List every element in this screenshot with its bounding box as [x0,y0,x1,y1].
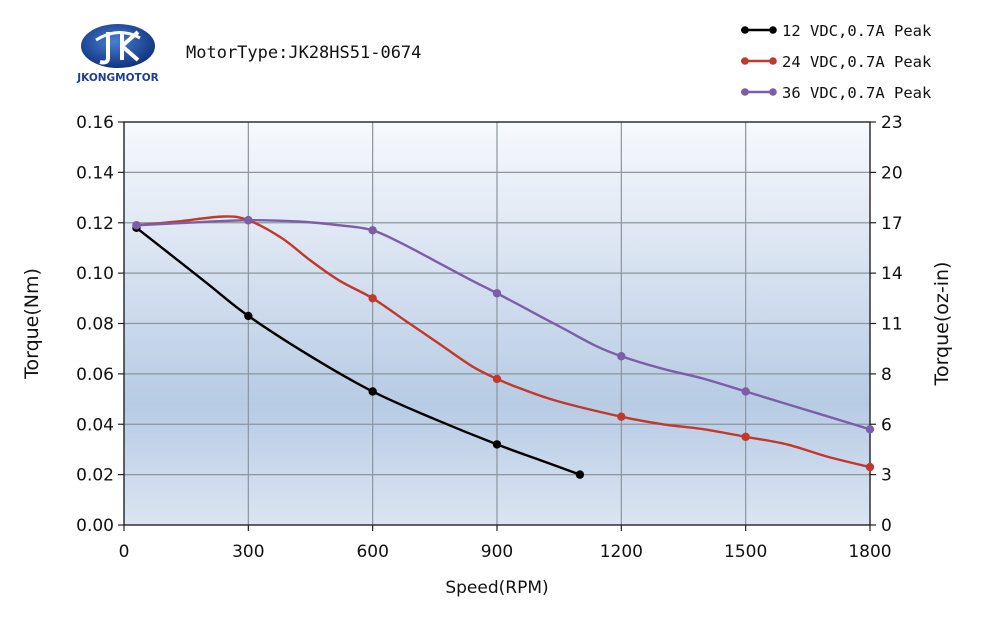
data-point [492,289,502,298]
x-tick-label: 300 [232,542,264,562]
y-tick-label: 0.04 [76,415,114,435]
data-point [617,352,626,361]
legend: 12 VDC,0.7A Peak 24 VDC,0.7A Peak 36 VDC,0… [741,22,932,102]
y-tick-label: 0.12 [76,214,114,234]
data-point [368,294,377,303]
y-tick-label: 0.10 [76,264,114,284]
y2-tick-label: 3 [881,466,892,486]
series-line [136,215,871,469]
plot-frame [123,121,871,526]
legend-marker [769,88,777,96]
data-point [865,425,875,434]
data-point [492,440,502,449]
y-tick-label: 0.08 [76,315,114,335]
legend-item-1: 12 VDC,0.7A Peak [741,22,932,40]
y2-tick-label: 8 [881,365,892,385]
x-tick-label: 900 [481,542,513,562]
data-point [244,216,253,225]
series-layer [132,215,875,479]
y-tick-label: 0.02 [76,466,114,486]
legend-label: 36 VDC,0.7A Peak [782,84,932,102]
x-tick-label: 1500 [724,542,767,562]
data-point [741,387,750,396]
legend-label: 12 VDC,0.7A Peak [782,22,932,40]
logo-text: JKONGMOTOR [76,72,158,84]
legend-marker [769,26,777,34]
data-point [244,311,253,321]
y2-axis-label: Torque(oz-in) [931,262,953,387]
x-tick-label: 0 [119,542,130,562]
series-line [135,226,581,476]
brand-logo: JKONGMOTOR [76,24,159,84]
y2-tick-label: 23 [881,113,903,133]
data-point [368,387,377,396]
page-title: MotorType:JK28HS51-0674 [186,43,421,63]
y2-tick-label: 11 [881,315,903,335]
legend-marker [769,57,777,65]
y2-tick-label: 0 [881,516,892,536]
x-tick-label: 600 [356,542,388,562]
logo-emblem-icon [81,24,155,68]
y-tick-label: 0.14 [76,163,114,183]
y2-tick-label: 20 [881,163,903,183]
legend-label: 24 VDC,0.7A Peak [782,53,932,71]
y2-tick-label: 14 [881,264,903,284]
legend-marker [741,26,749,34]
data-point [575,470,585,479]
data-point [492,374,502,384]
y-tick-label: 0.16 [76,113,114,133]
legend-marker [741,57,749,65]
legend-item-3: 36 VDC,0.7A Peak [741,84,932,102]
x-axis-label: Speed(RPM) [445,578,548,598]
grid-lines [124,122,870,525]
legend-marker [741,88,749,96]
x-tick-label: 1200 [600,542,643,562]
y-tick-label: 0.00 [76,516,114,536]
series-1 [132,223,585,479]
y2-tick-label: 17 [881,214,903,234]
data-point [368,226,377,235]
data-point [617,412,626,421]
data-point [741,432,750,442]
series-3 [132,216,875,434]
x-tick-label: 1800 [848,542,891,562]
y2-tick-label: 6 [881,415,892,435]
y-tick-label: 0.06 [76,365,114,385]
axes: 0 300 600 900 1200 1500 1800 0.00 0.02 0.04 0.06 0.… [76,113,903,562]
y-axis-label: Torque(Nm) [21,268,43,380]
data-point [865,462,875,472]
legend-item-2: 24 VDC,0.7A Peak [741,53,932,71]
data-point [132,221,141,230]
